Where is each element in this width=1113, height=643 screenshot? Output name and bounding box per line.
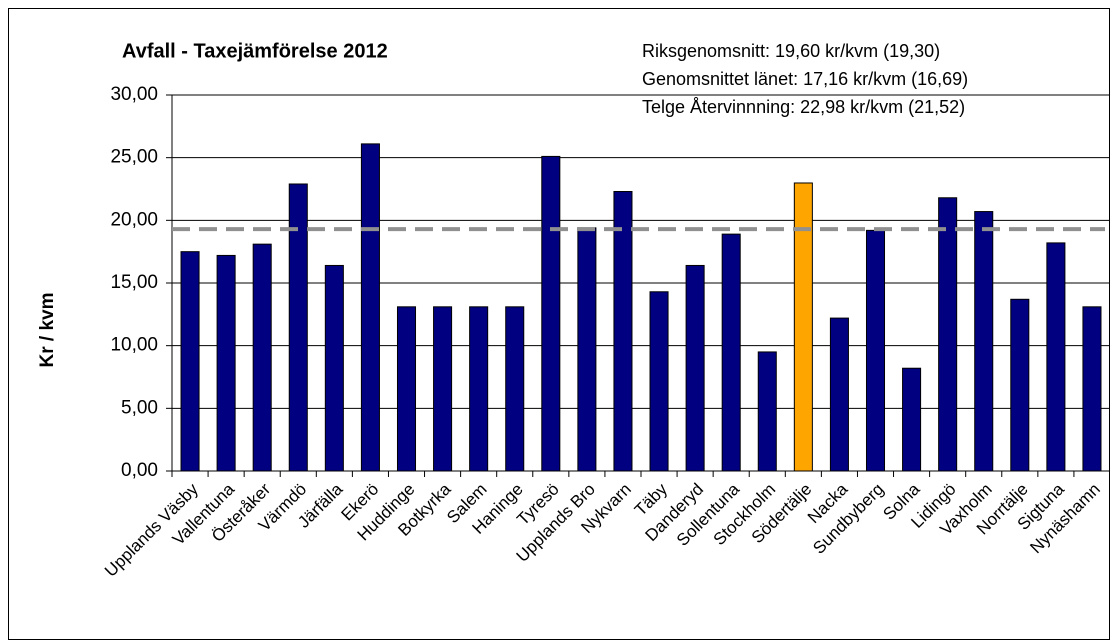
y-tick-label: 25,00 — [110, 147, 158, 168]
bar — [180, 251, 200, 472]
bar — [902, 367, 922, 472]
annotation: Telge Återvinnning: 22,98 kr/kvm (21,52) — [642, 97, 965, 117]
bar — [974, 211, 994, 472]
bar — [288, 183, 308, 472]
bar — [216, 254, 236, 472]
bar — [396, 306, 417, 472]
bar — [757, 351, 777, 472]
y-tick-label: 15,00 — [110, 272, 158, 293]
bar — [469, 306, 489, 472]
bar — [505, 306, 525, 472]
bar — [829, 317, 849, 472]
y-axis-label: Kr / kvm — [37, 293, 58, 368]
bar — [360, 143, 380, 472]
bar — [1010, 298, 1030, 472]
bar — [613, 191, 633, 472]
bar — [938, 197, 958, 472]
bar — [541, 155, 561, 472]
y-tick-label: 5,00 — [121, 397, 158, 418]
y-tick-label: 30,00 — [110, 84, 158, 105]
annotation: Genomsnittet länet: 17,16 kr/kvm (16,69) — [642, 69, 968, 89]
bar — [433, 306, 453, 472]
annotation: Riksgenomsnitt: 19,60 kr/kvm (19,30) — [642, 41, 940, 61]
y-tick-label: 0,00 — [121, 460, 158, 481]
bar — [685, 264, 705, 472]
bar — [1082, 306, 1102, 472]
bar — [721, 233, 741, 472]
bar — [865, 229, 886, 472]
chart-title: Avfall - Taxejämförelse 2012 — [122, 40, 388, 62]
y-tick-label: 20,00 — [110, 209, 158, 230]
bar — [1046, 242, 1066, 472]
y-tick-label: 10,00 — [110, 335, 158, 356]
bar — [793, 182, 813, 472]
bar — [577, 227, 597, 472]
bar — [324, 264, 344, 472]
bar — [252, 243, 272, 472]
bar — [649, 291, 669, 472]
